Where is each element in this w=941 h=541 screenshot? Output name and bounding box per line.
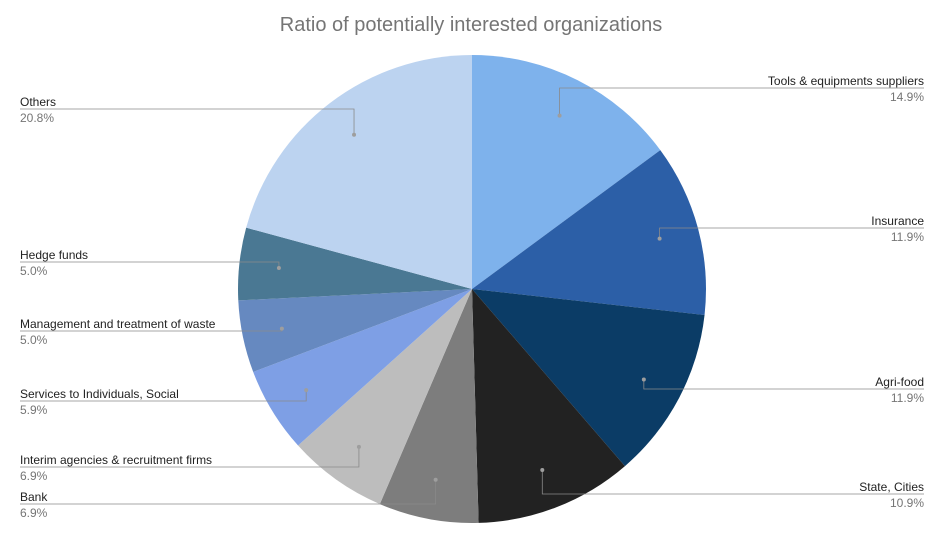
leader-line bbox=[20, 390, 307, 402]
slice-label: Others bbox=[20, 95, 56, 109]
pie-slices bbox=[238, 55, 706, 523]
leader-line bbox=[20, 261, 280, 269]
slice-label: Tools & equipments suppliers bbox=[768, 74, 924, 88]
slice-label: State, Cities bbox=[859, 480, 924, 494]
leader-dot bbox=[352, 132, 357, 137]
slice-percentage: 5.9% bbox=[20, 403, 48, 417]
slice-label: Bank bbox=[20, 490, 48, 504]
slice-percentage: 6.9% bbox=[20, 506, 48, 520]
pie-slice bbox=[253, 289, 472, 446]
slice-percentage: 20.8% bbox=[20, 111, 54, 125]
leader-dot bbox=[304, 388, 309, 393]
pie-slice bbox=[472, 289, 625, 523]
leader-dot bbox=[279, 326, 284, 331]
pie-slice bbox=[379, 289, 479, 523]
leader-line bbox=[643, 379, 924, 390]
leader-dot bbox=[276, 266, 281, 271]
leader-lines bbox=[20, 87, 924, 505]
slice-label: Agri-food bbox=[875, 375, 924, 389]
leader-line bbox=[20, 108, 355, 135]
leader-dot bbox=[433, 477, 438, 482]
slice-percentage: 5.0% bbox=[20, 264, 48, 278]
leader-dot bbox=[641, 377, 646, 382]
pie-slice bbox=[472, 55, 661, 289]
slice-labels: Tools & equipments suppliers 14.9% Insuran… bbox=[20, 74, 924, 520]
leader-line bbox=[20, 479, 437, 505]
slice-label: Insurance bbox=[871, 214, 924, 228]
leader-dot bbox=[356, 444, 361, 449]
chart-title: Ratio of potentially interested organiza… bbox=[280, 14, 662, 36]
slice-percentage: 6.9% bbox=[20, 469, 48, 483]
slice-percentage: 14.9% bbox=[890, 90, 924, 104]
slice-percentage: 10.9% bbox=[890, 496, 924, 510]
slice-percentage: 11.9% bbox=[891, 391, 924, 405]
leader-line bbox=[20, 446, 360, 468]
pie-slice bbox=[246, 55, 472, 289]
leader-line bbox=[541, 470, 924, 495]
pie-slice bbox=[472, 150, 706, 316]
pie-slice bbox=[238, 289, 472, 372]
slice-label: Hedge funds bbox=[20, 248, 88, 262]
slice-percentage: 11.9% bbox=[891, 230, 924, 244]
leader-dot bbox=[557, 113, 562, 118]
leader-line bbox=[559, 87, 924, 116]
slice-label: Management and treatment of waste bbox=[20, 317, 216, 331]
leader-dot bbox=[540, 468, 545, 473]
slice-label: Interim agencies & recruitment firms bbox=[20, 453, 212, 467]
slice-percentage: 5.0% bbox=[20, 333, 48, 347]
pie-slice bbox=[472, 289, 705, 467]
pie-slice bbox=[298, 289, 472, 505]
slice-label: Services to Individuals, Social bbox=[20, 387, 179, 401]
leader-line bbox=[659, 227, 924, 239]
leader-dot bbox=[657, 236, 662, 241]
pie-slice bbox=[238, 227, 472, 301]
